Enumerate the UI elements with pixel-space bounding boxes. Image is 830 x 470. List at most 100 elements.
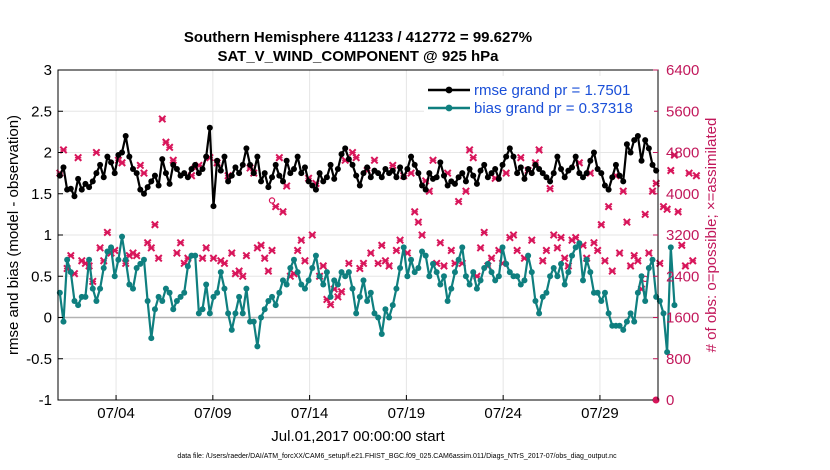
footer-data-file: data file: /Users/raeder/DAI/ATM_forcXX/… <box>177 453 617 460</box>
rmse-point <box>119 149 126 156</box>
rmse-point <box>192 161 199 168</box>
bias-point <box>616 322 623 329</box>
rmse-point <box>492 166 499 172</box>
bias-point <box>250 318 257 325</box>
rmse-point <box>236 170 243 177</box>
rmse-point <box>173 166 180 172</box>
obs-assimilated-point <box>103 228 112 237</box>
rmse-point <box>393 174 400 181</box>
bias-point <box>345 269 352 276</box>
bias-point <box>393 285 400 292</box>
bias-point <box>305 277 312 284</box>
bias-point <box>75 302 82 309</box>
rmse-point <box>89 178 96 185</box>
bias-point <box>258 314 265 321</box>
rmse-point <box>320 178 327 185</box>
rmse-point <box>294 153 301 160</box>
rmse-point <box>276 172 283 179</box>
bias-point <box>576 240 583 247</box>
bias-point <box>162 285 169 292</box>
bias-point <box>484 260 491 267</box>
rmse-point <box>269 174 276 181</box>
right-tick-label: 3200 <box>666 227 699 244</box>
rmse-point <box>199 166 206 172</box>
bias-point <box>170 306 177 313</box>
bias-point <box>115 256 122 263</box>
obs-assimilated-point <box>692 171 701 180</box>
obs-assimilated-point <box>74 153 83 162</box>
rmse-point <box>462 178 469 185</box>
bias-point <box>67 269 74 276</box>
legend: rmse grand pr = 1.7501 bias grand pr = 0… <box>424 76 654 120</box>
bias-point <box>667 244 674 251</box>
rmse-point <box>316 170 323 177</box>
rmse-point <box>532 161 539 168</box>
obs-assimilated-point <box>198 254 207 263</box>
rmse-point <box>561 174 568 181</box>
bias-point <box>276 289 283 296</box>
bias-point <box>367 289 374 296</box>
bias-point <box>440 273 447 280</box>
rmse-point <box>280 178 286 185</box>
bias-point <box>422 252 429 259</box>
obs-assimilated-point <box>535 146 544 154</box>
rmse-point <box>108 159 115 166</box>
bias-point <box>60 318 67 325</box>
obs-assimilated-point <box>465 146 474 154</box>
rmse-point <box>356 182 363 189</box>
bias-point <box>536 310 543 317</box>
rmse-point <box>170 161 177 168</box>
right-tick-label: 5600 <box>666 103 699 120</box>
obs-assimilated-point <box>454 197 463 206</box>
rmse-point <box>378 174 385 181</box>
obs-assimilated-point <box>670 151 679 159</box>
obs-assimilated-point <box>487 254 496 263</box>
bias-point <box>100 265 107 271</box>
bias-point <box>265 298 272 304</box>
x-tick-label: 07/19 <box>388 405 426 422</box>
rmse-point <box>287 170 294 177</box>
rmse-point <box>499 161 506 168</box>
obs-assimilated-point <box>172 249 181 257</box>
rmse-point <box>590 149 597 156</box>
obs-assimilated-point <box>608 267 617 276</box>
rmse-point <box>408 153 415 160</box>
rmse-point <box>612 161 619 168</box>
rmse-series <box>56 124 660 210</box>
y-axis-label-right: # of obs: o=possible; ×=assimilated <box>703 118 720 353</box>
rmse-point <box>536 166 543 172</box>
rmse-point <box>184 174 191 181</box>
rmse-point <box>517 164 524 171</box>
obs-assimilated-point <box>440 262 448 270</box>
obs-assimilated-point <box>227 249 236 257</box>
x-tick-label: 07/04 <box>97 405 135 422</box>
bias-point <box>82 293 89 300</box>
bias-point <box>140 256 147 263</box>
rmse-point <box>543 174 550 181</box>
bias-point <box>378 331 385 337</box>
rmse-point <box>550 170 557 177</box>
obs-assimilated-point <box>677 241 686 250</box>
rmse-point <box>254 153 261 160</box>
bias-point <box>594 289 601 296</box>
bias-point <box>408 256 415 263</box>
left-axis-ticks: -1 -0.5 0 0.5 1 1.5 2 2.5 3 <box>26 62 63 409</box>
bias-point <box>525 252 532 259</box>
bias-point <box>477 277 484 284</box>
rmse-point <box>481 161 488 168</box>
obs-assimilated-point <box>462 187 470 196</box>
obs-assimilated-point <box>140 169 148 178</box>
x-tick-label: 07/24 <box>484 405 522 422</box>
bias-point <box>225 310 232 317</box>
rmse-point <box>433 174 440 181</box>
rmse-point <box>104 153 111 160</box>
rmse-point <box>627 149 634 156</box>
bias-series <box>56 233 678 356</box>
bias-point <box>598 298 605 304</box>
bias-point <box>481 265 488 271</box>
obs-assimilated-point <box>220 259 229 268</box>
obs-assimilated-point <box>571 233 580 242</box>
bias-point <box>514 273 521 280</box>
rmse-point <box>195 170 202 177</box>
rmse-point <box>283 157 290 164</box>
